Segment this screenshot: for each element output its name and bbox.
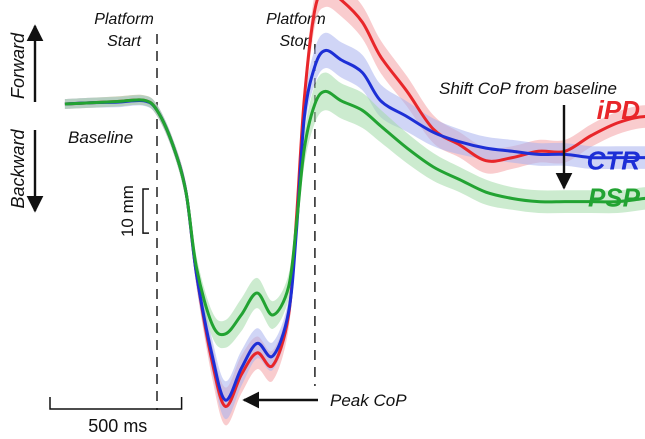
band-psp: [64, 72, 645, 349]
confidence-bands: [64, 0, 645, 426]
forward-label: Forward: [8, 32, 28, 99]
shift-label: Shift CoP from baseline: [439, 79, 617, 98]
baseline-label: Baseline: [68, 128, 133, 147]
series-label-ipd: iPD: [597, 95, 641, 125]
series-labels: iPD CTR PSP: [587, 95, 641, 213]
series-lines: [64, 0, 645, 408]
platform-start-label: Platform Start: [94, 11, 154, 50]
series-label-psp: PSP: [588, 182, 641, 212]
event-markers: Platform Start Platform Stop: [94, 11, 326, 410]
backward-label: Backward: [8, 128, 28, 208]
amplitude-scale-bar: 10 mm: [118, 185, 149, 237]
time-scale-label: 500 ms: [88, 416, 147, 436]
time-bar-bracket: [49, 397, 183, 410]
line-psp: [64, 89, 645, 337]
amplitude-bar-bracket: [142, 188, 149, 234]
annotations: Baseline Peak CoP Shift CoP from baselin…: [68, 79, 617, 410]
time-scale-bar: 500 ms: [49, 397, 183, 436]
direction-indicator: Forward Backward: [8, 24, 44, 213]
series-label-ctr: CTR: [587, 146, 641, 176]
amplitude-scale-label: 10 mm: [118, 185, 137, 237]
peak-label: Peak CoP: [330, 391, 407, 410]
